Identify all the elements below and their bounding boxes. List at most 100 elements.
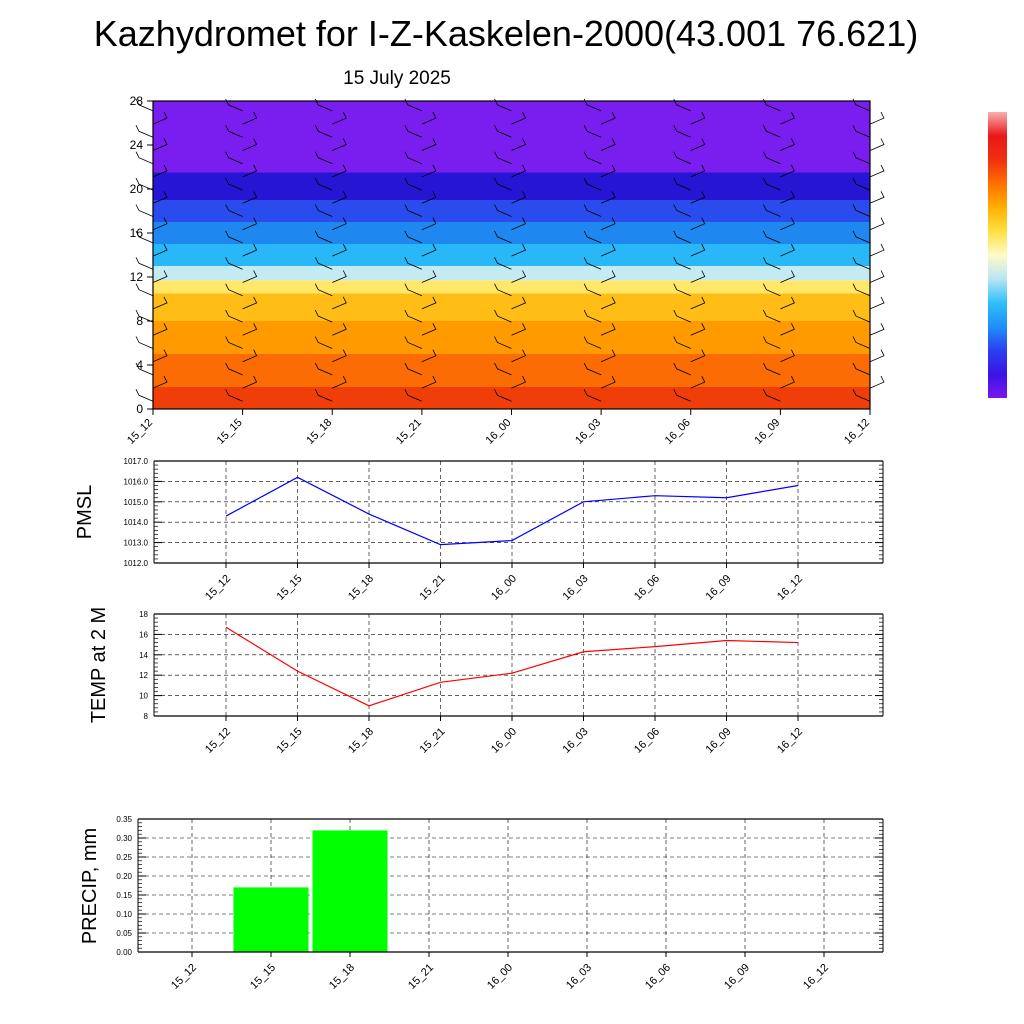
wind-barb xyxy=(225,125,243,138)
y-tick-label: 24 xyxy=(130,138,144,152)
wind-barb xyxy=(511,217,527,231)
y-tick-label: 18 xyxy=(139,610,148,619)
wind-barb xyxy=(494,230,512,244)
wind-barb xyxy=(494,283,512,297)
x-tick-label: 16_09 xyxy=(752,417,782,447)
x-tick-label: 16_12 xyxy=(842,417,872,447)
wind-barb xyxy=(242,349,258,363)
wind-barb xyxy=(152,138,168,151)
wind-barb xyxy=(152,164,168,178)
x-tick-label: 16_06 xyxy=(663,417,693,447)
wind-barb xyxy=(225,362,243,376)
wind-barb xyxy=(600,349,616,363)
wind-barb xyxy=(494,336,512,349)
x-tick-label: 16_00 xyxy=(489,726,519,756)
wind-barb xyxy=(332,164,347,178)
heatmap-band xyxy=(153,387,870,409)
y-tick-label: 28 xyxy=(130,94,144,108)
wind-barb xyxy=(135,389,154,402)
y-tick-label: 8 xyxy=(136,314,143,328)
wind-barb xyxy=(404,362,423,376)
x-tick-label: 16_09 xyxy=(722,962,752,992)
y-tick-label: 0.05 xyxy=(116,929,132,938)
wind-barb xyxy=(852,230,871,244)
wind-barb xyxy=(780,111,795,125)
wind-barb xyxy=(404,389,423,402)
x-tick-label: 15_15 xyxy=(275,726,305,756)
wind-barb xyxy=(242,191,258,204)
wind-barb xyxy=(135,125,154,138)
wind-barb xyxy=(869,138,885,151)
y-tick-label: 0.15 xyxy=(116,891,132,900)
colorbar xyxy=(988,112,1007,398)
x-tick-label: 16_12 xyxy=(775,726,805,756)
wind-barb xyxy=(404,336,423,349)
wind-barb xyxy=(332,243,347,257)
wind-barb xyxy=(332,296,347,310)
wind-barb xyxy=(404,257,423,270)
y-tick-label: 1017.0 xyxy=(124,457,149,466)
wind-barb xyxy=(600,375,616,389)
wind-barb xyxy=(600,191,616,204)
wind-barb xyxy=(404,125,423,138)
wind-barb xyxy=(673,389,691,402)
wind-barb xyxy=(869,164,885,178)
wind-barb xyxy=(600,296,616,310)
wind-barb xyxy=(494,177,512,191)
x-tick-label: 15_15 xyxy=(275,573,305,603)
wind-barb xyxy=(314,362,333,376)
wind-barb xyxy=(852,362,871,376)
wind-barb xyxy=(314,283,333,297)
x-tick-label: 15_15 xyxy=(248,962,278,992)
y-tick-label: 0.35 xyxy=(116,815,132,824)
wind-barb xyxy=(673,336,691,349)
wind-barb xyxy=(583,125,602,138)
wind-barb xyxy=(494,151,512,165)
wind-barb xyxy=(135,230,154,244)
wind-barb xyxy=(152,349,168,363)
wind-barb xyxy=(152,323,168,336)
x-tick-label: 16_06 xyxy=(643,962,673,992)
wind-barb xyxy=(852,389,871,402)
x-tick-label: 15_12 xyxy=(125,417,155,447)
wind-barb xyxy=(673,125,691,138)
heatmap-band xyxy=(153,244,870,266)
wind-barb xyxy=(852,125,871,138)
wind-barb xyxy=(583,204,602,217)
series-line xyxy=(225,476,799,546)
wind-barb xyxy=(690,217,706,231)
heatmap-band xyxy=(153,321,870,354)
wind-barb xyxy=(763,177,781,191)
wind-barb xyxy=(135,257,154,270)
x-tick-label: 16_06 xyxy=(632,726,662,756)
precip-panel: 0.00 0.05 0.10 0.15 0.20 0.25 0.30 0.35 15_12 15_… xyxy=(79,815,884,992)
y-tick-label: 4 xyxy=(136,358,143,372)
wind-barb xyxy=(869,111,885,125)
wind-barb xyxy=(152,270,168,283)
wind-barb xyxy=(421,111,437,125)
wind-barb xyxy=(242,111,258,125)
x-tick-label: 16_00 xyxy=(484,417,514,447)
wind-barb xyxy=(600,270,616,283)
wind-barb xyxy=(332,138,347,151)
wind-barb xyxy=(780,217,795,231)
heatmap-band xyxy=(153,101,870,173)
x-tick-label: 16_12 xyxy=(775,573,805,603)
heatmap-band xyxy=(153,172,870,200)
x-tick-label: 15_18 xyxy=(346,573,376,603)
wind-barb xyxy=(763,389,781,402)
wind-barb xyxy=(852,177,871,191)
wind-barb xyxy=(135,177,154,191)
precip-bar xyxy=(312,830,388,952)
wind-barb xyxy=(135,336,154,349)
y-tick-label: 12 xyxy=(139,671,148,680)
wind-barb xyxy=(332,349,347,363)
wind-barb xyxy=(421,243,437,257)
wind-barb xyxy=(421,375,437,389)
wind-barb xyxy=(780,138,795,151)
wind-barb xyxy=(135,309,154,323)
wind-barb xyxy=(673,151,691,165)
wind-barb xyxy=(763,283,781,297)
heatmap-band xyxy=(153,293,870,321)
